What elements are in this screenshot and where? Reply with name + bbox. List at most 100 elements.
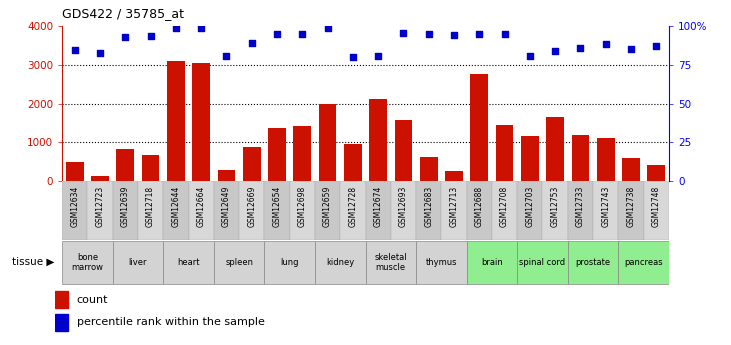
Text: kidney: kidney (326, 258, 355, 267)
Text: GSM12738: GSM12738 (626, 186, 635, 227)
Bar (239, 181, 265, 240)
Text: GSM12659: GSM12659 (323, 186, 332, 227)
Text: GSM12639: GSM12639 (121, 186, 130, 227)
Bar (596, 138, 615, 181)
Bar (62, 181, 88, 240)
Text: heart: heart (178, 258, 200, 267)
Point (297, 31, 308, 36)
Bar (366, 181, 391, 240)
Text: GSM12649: GSM12649 (222, 186, 231, 227)
Bar (66, 162, 83, 181)
Point (119, 34, 131, 40)
Text: GSM12693: GSM12693 (399, 186, 408, 227)
Text: GDS422 / 35785_at: GDS422 / 35785_at (62, 7, 184, 20)
Point (145, 33, 156, 39)
Bar (643, 181, 669, 240)
Bar (420, 157, 438, 181)
Bar (265, 181, 289, 240)
Text: GSM12664: GSM12664 (197, 186, 205, 227)
Point (651, 43, 662, 48)
Bar (55, 314, 68, 331)
Bar (395, 120, 412, 181)
Bar (340, 181, 366, 240)
Bar (315, 181, 340, 240)
Point (170, 26, 182, 31)
Bar (521, 137, 539, 181)
Text: GSM12728: GSM12728 (349, 186, 357, 227)
Bar (218, 170, 235, 181)
Text: GSM12748: GSM12748 (652, 186, 661, 227)
Bar (268, 128, 286, 181)
Bar (496, 125, 513, 181)
Point (94, 51, 106, 56)
Text: GSM12688: GSM12688 (474, 186, 484, 227)
Text: skeletal
muscle: skeletal muscle (374, 253, 407, 272)
Text: bone
marrow: bone marrow (72, 253, 103, 272)
Point (246, 40, 257, 46)
Point (625, 47, 637, 52)
Text: percentile rank within the sample: percentile rank within the sample (77, 317, 265, 327)
Text: GSM12669: GSM12669 (247, 186, 257, 227)
Text: brain: brain (481, 258, 503, 267)
Bar (189, 181, 213, 240)
Point (398, 30, 409, 36)
Bar (648, 165, 665, 181)
Text: GSM12708: GSM12708 (500, 186, 509, 227)
Text: tissue ▶: tissue ▶ (12, 257, 55, 267)
Bar (192, 63, 210, 181)
Point (524, 53, 536, 59)
Bar (88, 181, 113, 240)
Text: GSM12703: GSM12703 (526, 186, 534, 227)
Text: count: count (77, 295, 108, 305)
Bar (62, 241, 113, 284)
Point (271, 31, 283, 36)
Bar (213, 241, 265, 284)
Text: prostate: prostate (575, 258, 610, 267)
Bar (113, 181, 138, 240)
Text: spleen: spleen (225, 258, 253, 267)
Bar (293, 126, 311, 181)
Point (347, 54, 359, 60)
Point (372, 53, 384, 58)
Text: lung: lung (281, 258, 299, 267)
Point (322, 25, 333, 30)
Bar (138, 181, 163, 240)
Point (195, 25, 207, 30)
Bar (492, 181, 518, 240)
Point (69, 47, 80, 53)
Bar (568, 181, 593, 240)
Text: GSM12654: GSM12654 (273, 186, 281, 227)
Bar (445, 171, 463, 181)
Bar (593, 181, 618, 240)
Text: GSM12634: GSM12634 (70, 186, 79, 227)
Text: thymus: thymus (425, 258, 457, 267)
Bar (163, 241, 213, 284)
Bar (265, 241, 315, 284)
Bar (568, 241, 618, 284)
Bar (622, 158, 640, 181)
Bar (142, 155, 159, 181)
Bar (243, 147, 260, 181)
Bar (113, 241, 163, 284)
Bar (471, 73, 488, 181)
Bar (116, 149, 135, 181)
Bar (542, 181, 568, 240)
Bar (163, 181, 189, 240)
Bar (466, 181, 492, 240)
Bar (167, 61, 185, 181)
Bar (466, 241, 518, 284)
Bar (618, 241, 669, 284)
Bar (518, 241, 568, 284)
Point (575, 45, 586, 50)
Text: GSM12644: GSM12644 (171, 186, 181, 227)
Text: GSM12674: GSM12674 (374, 186, 382, 227)
Bar (618, 181, 643, 240)
Text: GSM12753: GSM12753 (550, 186, 560, 227)
Bar (546, 117, 564, 181)
Text: spinal cord: spinal cord (520, 258, 566, 267)
Bar (518, 181, 542, 240)
Text: liver: liver (129, 258, 147, 267)
Bar (315, 241, 366, 284)
Bar (319, 104, 336, 181)
Text: pancreas: pancreas (624, 258, 663, 267)
